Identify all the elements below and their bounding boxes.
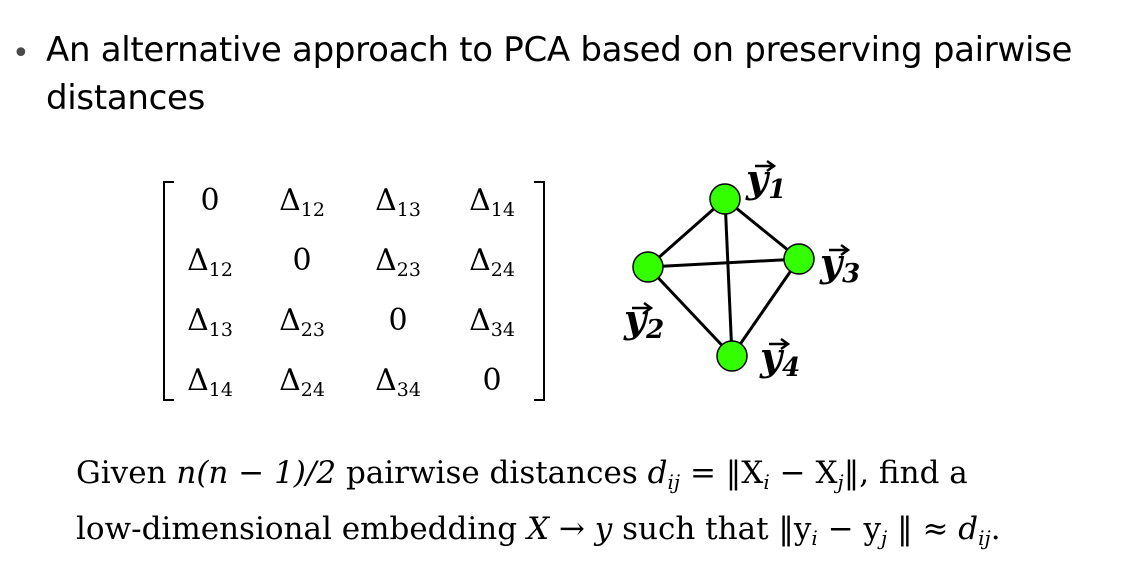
word-given: Given [76,455,167,491]
vector-arrow-y2 [632,301,654,315]
minus-y: − y [827,511,882,547]
bullet-text: An alternative approach to PCA based on … [46,30,1073,118]
math-statement: Given n(n − 1)/2 pairwise distances dij … [76,450,1106,562]
xj-sub: j [837,470,844,494]
word-lowdim: low-dimensional embedding [76,511,518,547]
yj-sub: j [881,526,888,550]
graph-edge-y3-y4 [730,258,801,357]
var-X: X [526,511,550,547]
graph-edge-y2-y3 [647,257,800,269]
matrix-cell-2-4: Δ24 [469,243,515,281]
eq-norm: = ‖X [689,455,764,491]
matrix-cells: 0 Δ12 Δ13 Δ14 Δ12 0 Δ23 Δ24 Δ13 Δ23 0 Δ34 Δ14 Δ24 Δ34 0 [187,183,515,401]
word-pairwise: pairwise distances [345,455,638,491]
node-label-y3: y3 [819,240,860,289]
graph-nodes [632,183,815,372]
close-find: ‖, find a [843,455,968,491]
n-expression: n(n − 1)/2 [176,455,337,491]
matrix-cell-4-2: Δ24 [279,363,325,401]
approx: ‖ ≈ [897,511,949,547]
matrix-cell-2-1: Δ12 [187,243,233,281]
vector-arrow-y1 [755,159,777,173]
math-line-2: low-dimensional embedding X → y such tha… [76,506,1106,562]
matrix-cell-4-3: Δ34 [375,363,421,401]
yi-sub: i [811,526,818,550]
matrix-cell-2-3: Δ23 [375,243,421,281]
distance-d-sub: ij [667,470,681,494]
matrix-cell-3-1: Δ13 [187,303,233,341]
graph-edges [646,197,801,358]
distance-d: d [647,455,668,491]
node-label-y2: y2 [623,296,664,345]
var-y: y [594,511,613,547]
point-graph: y1 y2 y3 y4 [623,156,860,383]
graph-edge-y1-y4 [723,198,734,357]
minus-x: − X [779,455,838,491]
node-label-y1: y1 [745,156,786,205]
distance-matrix: 0 Δ12 Δ13 Δ14 Δ12 0 Δ23 Δ24 Δ13 Δ23 0 Δ34 Δ14 Δ24 Δ34 0 [163,181,545,401]
vector-arrow-y3 [829,243,851,257]
graph-edge-y1-y3 [724,197,800,261]
math-line-1: Given n(n − 1)/2 pairwise distances dij … [76,450,1106,506]
graph-node-y4 [716,340,748,372]
graph-node-y1 [709,183,741,215]
matrix-right-bracket [534,181,545,401]
matrix-cell-4-4: 0 [482,363,501,398]
matrix-cell-1-4: Δ14 [469,183,515,221]
distance-d2: d [958,511,979,547]
graph-node-y3 [783,243,815,275]
graph-edge-y1-y2 [647,197,726,269]
vector-arrow-y4 [769,337,791,351]
arrow: → [558,511,585,547]
graph-edge-y2-y4 [646,265,734,358]
bullet-dot: • [12,36,30,71]
matrix-cell-2-2: 0 [292,243,311,278]
word-such: such that ‖y [622,511,812,547]
matrix-cell-1-1: 0 [200,183,219,218]
graph-node-y2 [632,251,664,283]
graph-labels: y1 y2 y3 y4 [623,156,860,383]
matrix-cell-1-2: Δ12 [279,183,325,221]
matrix-cell-3-3: 0 [388,303,407,338]
xi-sub: i [763,470,770,494]
distance-d2-sub: ij [978,526,991,550]
node-label-y4: y4 [759,334,800,383]
matrix-cell-1-3: Δ13 [375,183,421,221]
period: . [990,511,1001,547]
matrix-cell-3-4: Δ34 [469,303,515,341]
matrix-left-bracket [163,181,174,401]
matrix-cell-4-1: Δ14 [187,363,233,401]
matrix-cell-3-2: Δ23 [279,303,325,341]
